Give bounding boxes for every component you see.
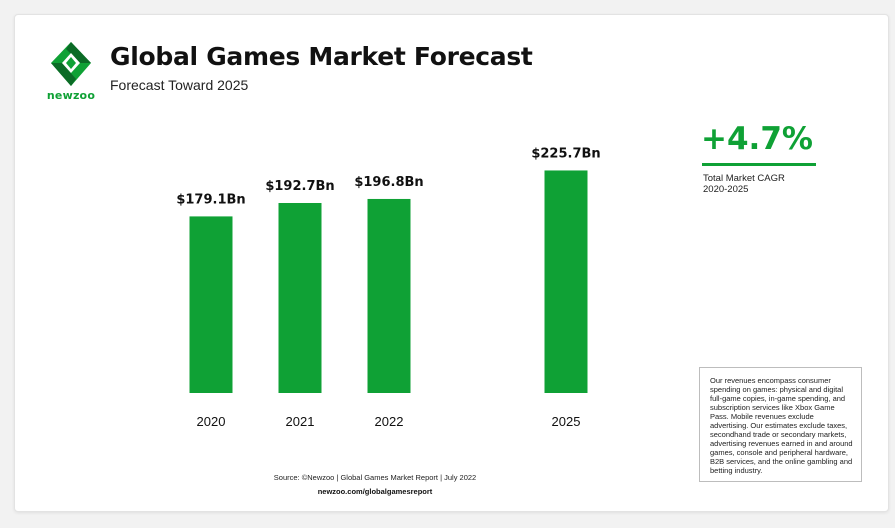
x-tick-label-2022: 2022 <box>375 414 404 429</box>
chart-card: newzoo Global Games Market Forecast Fore… <box>14 14 889 512</box>
data-label-2025: $225.7Bn <box>531 146 600 161</box>
bar-2025 <box>544 170 588 393</box>
bar-2022 <box>367 198 411 393</box>
cagr-label-line2: 2020-2025 <box>703 184 749 195</box>
data-label-2021: $192.7Bn <box>265 179 334 194</box>
data-label-2022: $196.8Bn <box>354 175 423 190</box>
x-tick-label-2021: 2021 <box>286 414 315 429</box>
logo-wordmark: newzoo <box>46 89 96 102</box>
x-tick-label-2020: 2020 <box>197 414 226 429</box>
x-tick-label-2025: 2025 <box>552 414 581 429</box>
newzoo-logo-icon <box>49 41 93 87</box>
cagr-value: +4.7% <box>701 121 813 157</box>
bar-chart: $179.1Bn 2020 $192.7Bn 2021 $196.8Bn 2022 $225… <box>176 146 600 429</box>
cagr-underline <box>702 163 816 166</box>
source-credit: Source: ©Newzoo | Global Games Market Re… <box>273 473 477 482</box>
cagr-label-line1: Total Market CAGR <box>703 173 785 184</box>
page-title: Global Games Market Forecast <box>110 42 533 71</box>
page-subtitle: Forecast Toward 2025 <box>110 77 249 93</box>
source-url: newzoo.com/globalgamesreport <box>317 487 433 496</box>
methodology-note: Our revenues encompass consumer spending… <box>699 367 862 482</box>
cagr-label: Total Market CAGR 2020-2025 <box>703 173 823 195</box>
data-label-2020: $179.1Bn <box>176 192 245 207</box>
bar-2021 <box>278 202 322 393</box>
bar-2020 <box>189 216 233 393</box>
